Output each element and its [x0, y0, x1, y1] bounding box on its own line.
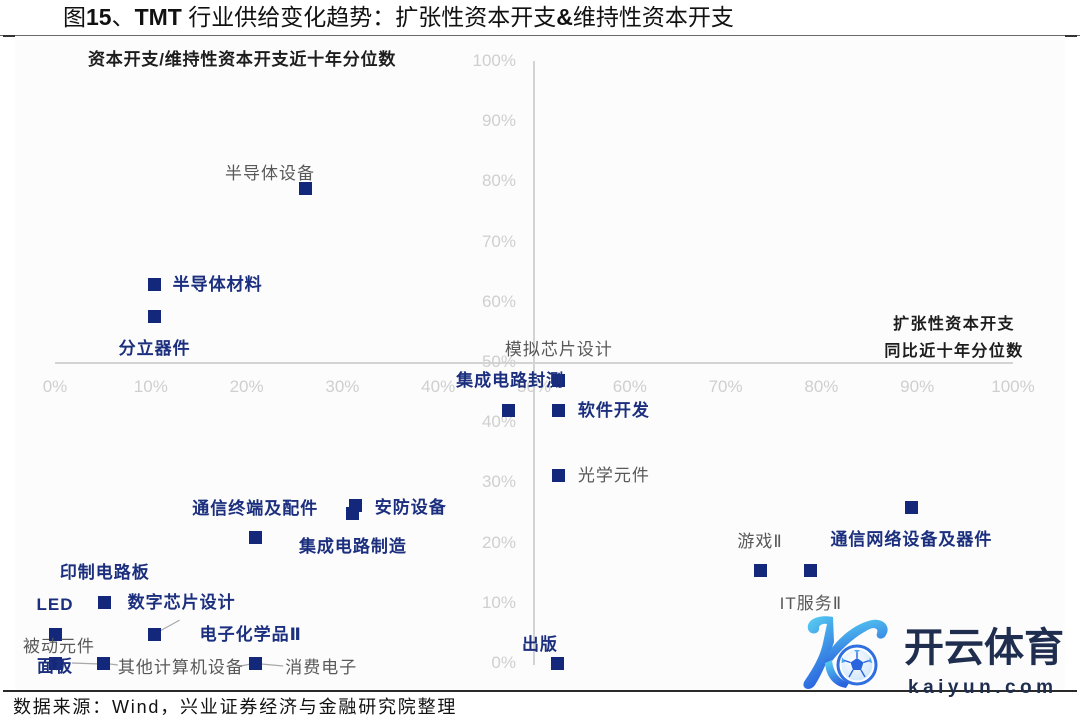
- watermark-url: kaiyun.com: [908, 677, 1058, 698]
- x-tick-label: 60%: [612, 377, 647, 396]
- title-ampersand: &: [556, 4, 573, 30]
- data-point-marker: [48, 627, 62, 641]
- data-point-label: 数字芯片设计: [127, 593, 236, 613]
- y-axis-line: [533, 61, 535, 665]
- data-point-marker: [248, 531, 262, 545]
- source-note: 数据来源：Wind，兴业证券经济与金融研究院整理: [13, 697, 458, 717]
- x-axis-title-line-2: 同比近十年分位数: [884, 343, 1024, 360]
- data-point-marker: [346, 507, 360, 521]
- x-tick-label: 40%: [421, 377, 456, 396]
- leader-line: [71, 662, 100, 665]
- data-point-marker: [148, 627, 162, 641]
- data-point-label: IT服务Ⅱ: [779, 593, 843, 613]
- data-point-marker: [551, 656, 565, 670]
- leader-line: [261, 663, 284, 667]
- data-point-label: LED: [36, 595, 74, 615]
- data-point-label: 游戏Ⅱ: [737, 531, 783, 551]
- x-axis-title: 扩张性资本开支 同比近十年分位数: [884, 311, 1024, 365]
- data-point-marker: [148, 309, 162, 323]
- title-sector: TMT: [134, 4, 182, 30]
- data-point-label: 出版: [521, 635, 558, 654]
- y-tick-label: 60%: [481, 291, 516, 311]
- data-point-marker: [97, 656, 111, 670]
- y-tick-label: 20%: [481, 532, 516, 552]
- x-tick-label: 50%: [516, 377, 552, 396]
- leader-line: [109, 663, 118, 666]
- data-point-label: 集成电路制造: [298, 536, 407, 556]
- watermark-brand: 开云体育: [904, 626, 1064, 670]
- data-point-marker: [753, 564, 767, 578]
- data-point-marker: [48, 656, 62, 670]
- data-point-marker: [552, 373, 566, 387]
- title-divider: [0, 35, 1080, 36]
- data-point-label: 通信网络设备及器件: [830, 530, 993, 550]
- x-tick-label: 20%: [229, 377, 264, 396]
- y-tick-label: 80%: [481, 171, 516, 191]
- data-point-marker: [148, 278, 162, 292]
- y-tick-label: 90%: [481, 111, 516, 131]
- data-point-label: 消费电子: [285, 658, 358, 677]
- title-part: 、: [111, 4, 135, 30]
- data-point-marker: [299, 181, 313, 195]
- data-point-label: 光学元件: [577, 466, 650, 486]
- data-point-marker: [804, 564, 818, 578]
- y-tick-label: 70%: [481, 231, 516, 251]
- data-point-label: 半导体设备: [224, 164, 315, 184]
- title-part: 图: [63, 4, 86, 30]
- x-tick-label: 30%: [325, 377, 360, 396]
- data-point-label: 模拟芯片设计: [504, 340, 613, 360]
- data-point-label: 分立器件: [118, 339, 191, 359]
- title-part: 行业供给变化趋势：扩张性资本开支: [181, 4, 557, 30]
- data-point-label: 集成电路封测: [456, 370, 565, 390]
- y-tick-label: 10%: [481, 592, 516, 612]
- data-point-label: 软件开发: [577, 400, 650, 420]
- footer-divider: [3, 690, 1077, 692]
- data-point-label: 通信终端及配件: [192, 498, 319, 518]
- title-part: 维持性资本开支: [572, 4, 734, 30]
- title-divider-left-cap: [3, 35, 15, 37]
- data-point-label: 安防设备: [374, 497, 447, 517]
- x-tick-label: 0%: [42, 377, 68, 396]
- data-point-marker: [248, 656, 262, 670]
- x-tick-label: 70%: [708, 377, 743, 396]
- leader-line: [159, 619, 180, 632]
- x-tick-label: 100%: [991, 377, 1035, 396]
- y-tick-label: 30%: [481, 472, 516, 492]
- x-tick-label: 80%: [804, 377, 839, 396]
- x-axis-title-line-1: 扩张性资本开支: [893, 316, 1015, 333]
- data-point-marker: [552, 468, 566, 482]
- figure-title: 图15、TMT 行业供给变化趋势：扩张性资本开支&维持性资本开支: [63, 3, 734, 31]
- data-point-label: 其他计算机设备: [117, 658, 244, 677]
- x-tick-label: 90%: [900, 377, 935, 396]
- data-point-label: 面板: [37, 657, 73, 676]
- data-point-label: 半导体材料: [172, 274, 263, 294]
- data-point-marker: [98, 596, 112, 610]
- y-axis-title: 资本开支/维持性资本开支近十年分位数: [88, 50, 397, 69]
- data-point-marker: [501, 404, 515, 418]
- data-point-label: 电子化学品Ⅱ: [199, 625, 302, 645]
- data-point-marker: [904, 500, 918, 514]
- data-point-marker: [552, 404, 566, 418]
- y-tick-label: 0%: [491, 653, 516, 672]
- x-tick-label: 10%: [133, 377, 168, 396]
- title-divider-right-cap: [1065, 35, 1077, 37]
- k-soccer-ball-logo-icon: [793, 613, 893, 691]
- data-point-label: 印制电路板: [59, 562, 150, 582]
- y-tick-label: 100%: [472, 51, 516, 70]
- y-tick-label: 50%: [481, 352, 516, 371]
- data-point-label: 被动元件: [23, 637, 95, 657]
- title-figure-number: 15: [86, 4, 112, 30]
